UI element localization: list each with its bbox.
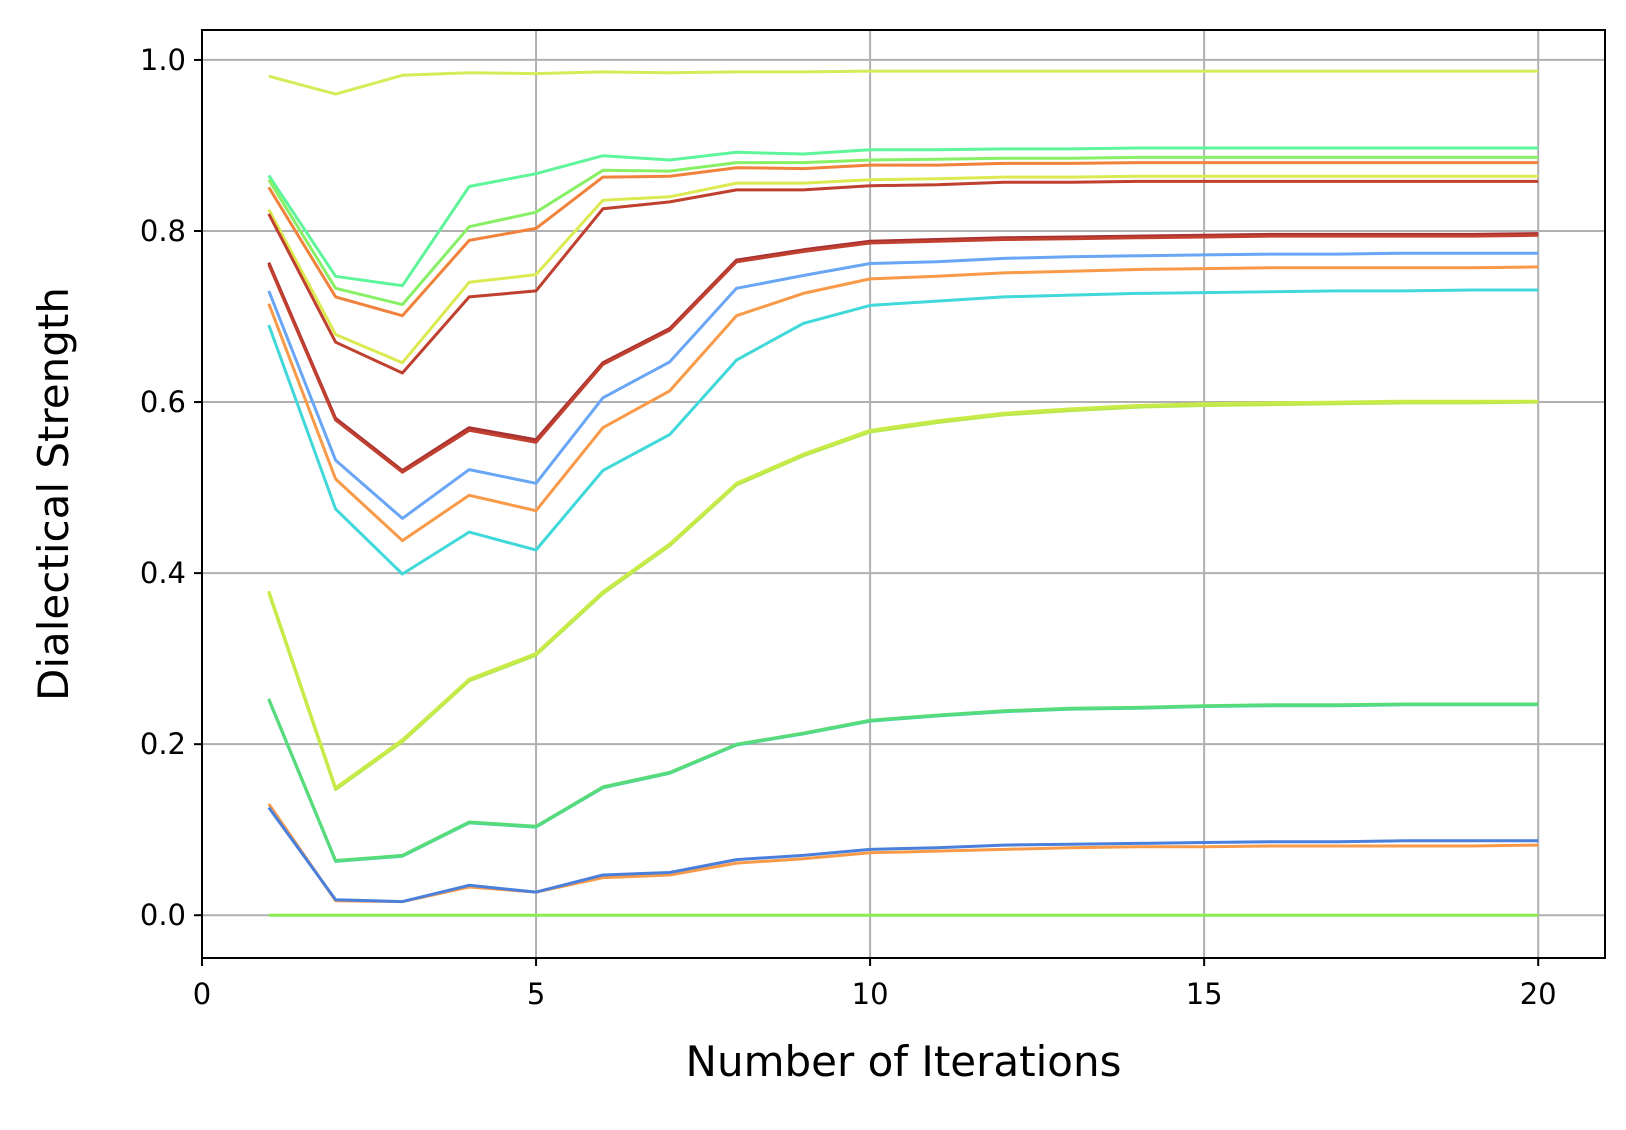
series-lines bbox=[267, 69, 1539, 917]
y-tick-label: 0.2 bbox=[140, 727, 186, 761]
y-tick-label: 0.6 bbox=[140, 385, 186, 419]
y-axis-title: Dialectical Strength bbox=[29, 287, 78, 701]
y-tick-label: 1.0 bbox=[140, 43, 186, 77]
series-line-12 bbox=[267, 400, 1539, 791]
x-tick-label: 10 bbox=[852, 977, 889, 1011]
series-line-11 bbox=[267, 288, 1539, 576]
plot-frame bbox=[201, 29, 1606, 959]
x-axis-title: Number of Iterations bbox=[686, 1037, 1122, 1086]
series-line-1 bbox=[268, 69, 1539, 96]
series-line-5 bbox=[267, 174, 1539, 365]
x-tick-label: 20 bbox=[1520, 977, 1557, 1011]
series-line-2 bbox=[267, 146, 1539, 288]
series-line-3 bbox=[267, 155, 1539, 307]
x-tick-label: 15 bbox=[1186, 977, 1223, 1011]
y-tick-label: 0.0 bbox=[140, 898, 186, 932]
series-line-13 bbox=[267, 399, 1539, 790]
series-line-9 bbox=[267, 251, 1539, 520]
y-tick-label: 0.4 bbox=[140, 556, 186, 590]
series-line-4 bbox=[267, 161, 1539, 318]
series-line-7 bbox=[267, 232, 1539, 472]
series-line-10 bbox=[267, 265, 1539, 543]
series-line-8 bbox=[267, 233, 1539, 474]
series-line-6 bbox=[267, 179, 1539, 375]
x-tick-label: 5 bbox=[527, 977, 545, 1011]
y-tick-label: 0.8 bbox=[140, 214, 186, 248]
x-tick-label: 0 bbox=[193, 977, 211, 1011]
axis-ticks: 0 5 10 15 20 0.0 0.2 0.4 0.6 0.8 1.0 bbox=[140, 43, 1557, 1011]
series-line-15 bbox=[267, 698, 1539, 862]
series-line-17 bbox=[267, 806, 1539, 904]
